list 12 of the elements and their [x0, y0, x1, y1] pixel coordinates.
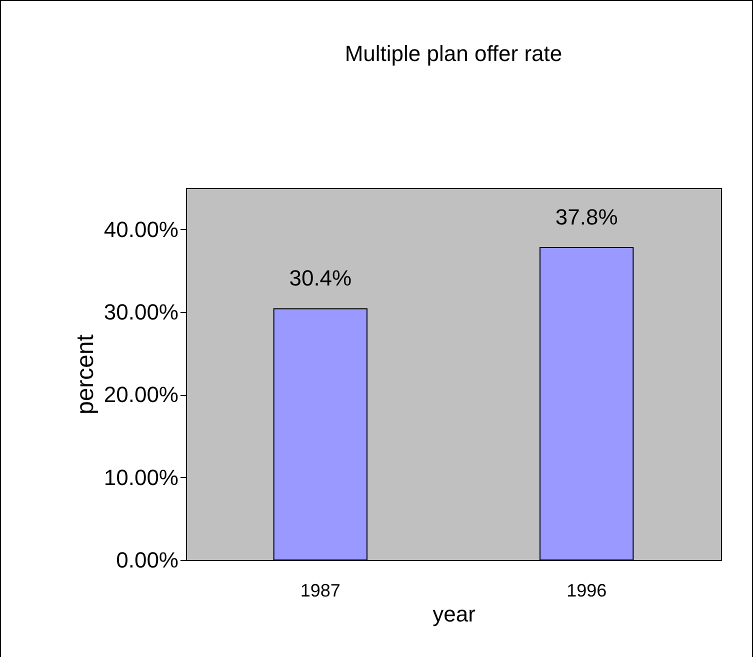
x-tick-label: 1987: [300, 580, 340, 600]
chart-title: Multiple plan offer rate: [344, 41, 562, 66]
x-axis-title: year: [432, 602, 476, 626]
y-tick-label: 0.00%: [116, 548, 178, 572]
data-label: 37.8%: [555, 204, 618, 230]
y-tick-label: 30.00%: [104, 300, 178, 324]
y-tick-label: 10.00%: [104, 464, 178, 490]
y-axis-title: percent: [72, 334, 99, 415]
data-label: 30.4%: [289, 266, 352, 291]
x-tick-label: 1996: [566, 580, 607, 600]
y-tick-label: 40.00%: [104, 216, 178, 242]
y-tick-label: 20.00%: [104, 382, 178, 408]
